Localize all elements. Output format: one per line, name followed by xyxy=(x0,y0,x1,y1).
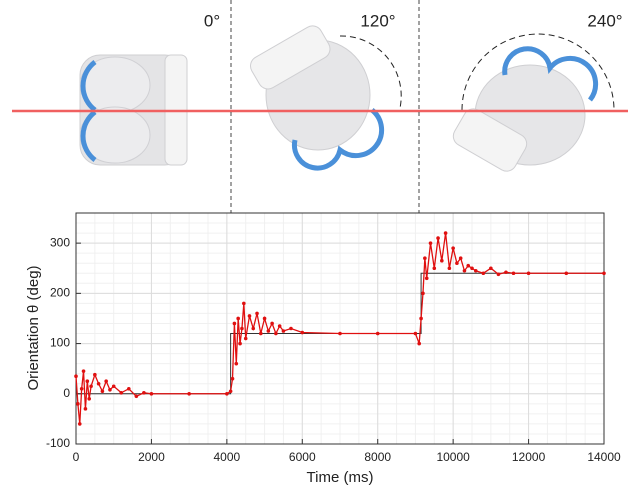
data-point xyxy=(187,391,191,396)
data-point xyxy=(289,326,293,331)
y-tick-label: 0 xyxy=(63,386,70,400)
data-point xyxy=(108,387,112,392)
data-point xyxy=(83,407,88,411)
data-point xyxy=(134,394,139,399)
data-point xyxy=(127,386,131,391)
data-point xyxy=(277,324,282,328)
data-point xyxy=(240,326,244,331)
data-point xyxy=(96,381,101,386)
data-point xyxy=(419,316,423,321)
x-tick-label: 6000 xyxy=(289,450,316,464)
data-point xyxy=(255,311,259,316)
data-point xyxy=(247,314,252,318)
data-point xyxy=(104,379,108,384)
data-point xyxy=(119,390,124,395)
data-point xyxy=(262,316,267,321)
x-axis-label: Time (ms) xyxy=(307,469,374,486)
data-point xyxy=(281,329,286,333)
data-point xyxy=(470,266,474,271)
angle-label: 120° xyxy=(360,11,395,30)
data-point xyxy=(511,271,516,276)
robot-120 xyxy=(250,25,402,171)
data-point xyxy=(89,384,93,389)
data-point xyxy=(270,321,274,326)
data-point xyxy=(77,422,82,426)
data-point xyxy=(242,301,246,306)
data-point xyxy=(440,258,444,263)
data-point xyxy=(74,374,78,379)
y-tick-label: 300 xyxy=(50,235,70,249)
data-point xyxy=(142,390,146,395)
y-tick-label: 100 xyxy=(50,336,70,350)
plot-frame xyxy=(75,212,605,445)
y-tick-label: -100 xyxy=(46,436,70,450)
data-point xyxy=(466,263,471,268)
data-point xyxy=(230,376,235,381)
data-point xyxy=(413,331,418,336)
data-point xyxy=(76,402,80,406)
data-point xyxy=(266,329,271,333)
data-point xyxy=(243,336,248,341)
x-tick-label: 4000 xyxy=(214,450,241,464)
data-point xyxy=(432,266,437,271)
y-axis-label: Orientation θ (deg) xyxy=(25,265,42,390)
angle-label: 0° xyxy=(204,11,220,30)
data-point xyxy=(251,326,256,331)
data-point xyxy=(447,266,452,271)
data-point xyxy=(423,256,427,260)
x-tick-label: 10000 xyxy=(436,450,470,464)
data-point xyxy=(443,231,448,235)
x-tick-label: 12000 xyxy=(512,450,546,464)
x-tick-label: 8000 xyxy=(364,450,391,464)
angle-label: 240° xyxy=(587,11,622,30)
data-point xyxy=(259,331,263,336)
data-point xyxy=(225,391,229,396)
data-point xyxy=(564,271,569,276)
data-point xyxy=(526,271,531,276)
data-point xyxy=(236,316,240,321)
data-point xyxy=(228,389,233,394)
data-point xyxy=(421,291,425,296)
data-point xyxy=(238,341,242,346)
data-point xyxy=(79,386,84,391)
robot-240 xyxy=(452,33,615,172)
data-point xyxy=(111,384,116,389)
data-point xyxy=(473,268,478,273)
x-tick-label: 0 xyxy=(73,450,80,464)
data-point xyxy=(234,361,239,366)
data-point xyxy=(100,389,105,394)
data-point xyxy=(489,266,493,271)
data-point xyxy=(93,372,97,377)
data-point xyxy=(375,331,380,336)
x-tick-label: 14000 xyxy=(587,450,621,464)
data-point xyxy=(81,369,86,373)
data-point xyxy=(300,330,305,335)
data-point xyxy=(417,341,422,346)
data-point xyxy=(458,256,463,260)
data-point xyxy=(274,331,278,336)
data-point xyxy=(87,397,91,401)
data-point xyxy=(496,272,501,277)
x-tick-label: 2000 xyxy=(138,450,165,464)
data-point xyxy=(451,246,455,250)
data-point xyxy=(149,391,154,396)
y-tick-label: 200 xyxy=(50,286,70,300)
data-point xyxy=(481,271,486,276)
data-point xyxy=(504,270,508,275)
robot-photos xyxy=(12,0,628,334)
data-point xyxy=(455,261,459,266)
data-point xyxy=(602,271,606,276)
data-point xyxy=(462,268,467,273)
data-point xyxy=(232,321,237,326)
data-point xyxy=(424,276,429,281)
data-point xyxy=(338,331,342,336)
data-point xyxy=(85,379,90,384)
data-point xyxy=(428,241,433,245)
data-point xyxy=(436,236,440,240)
